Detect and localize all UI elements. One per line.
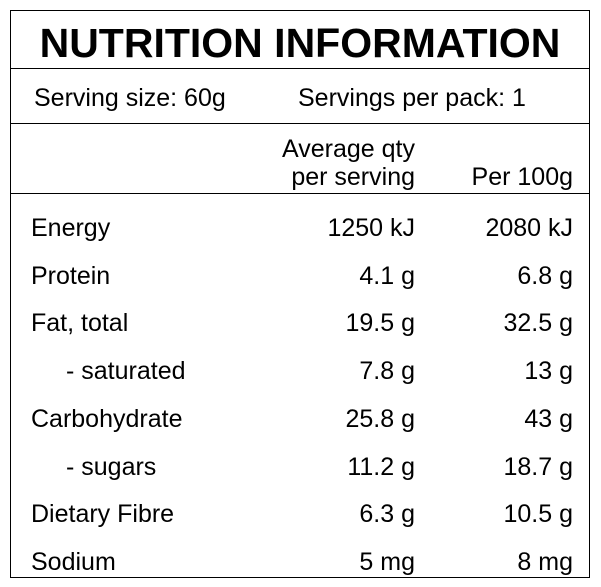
per-100g-value: 13 g xyxy=(524,357,573,386)
divider xyxy=(10,123,590,124)
per-100g-value: 32.5 g xyxy=(503,309,573,338)
nutrient-row: Carbohydrate 25.8 g 43 g xyxy=(0,401,601,437)
nutrient-row: Fat, total 19.5 g 32.5 g xyxy=(0,305,601,341)
divider xyxy=(10,193,590,194)
column-header-per-serving: Average qty per serving xyxy=(282,135,415,191)
per-serving-value: 19.5 g xyxy=(345,309,415,338)
per-serving-value: 1250 kJ xyxy=(327,214,415,242)
nutrient-label: Fat, total xyxy=(31,309,129,338)
per-serving-value: 7.8 g xyxy=(359,357,415,386)
nutrient-label: Energy xyxy=(31,214,111,242)
nutrient-label: Protein xyxy=(31,261,111,290)
per-100g-value: 43 g xyxy=(524,404,573,433)
nutrient-row: - sugars 11.2 g 18.7 g xyxy=(0,449,601,485)
per-100g-value: 8 mg xyxy=(517,547,573,576)
column-header-per-100g: Per 100g xyxy=(471,163,573,191)
per-100g-value: 2080 kJ xyxy=(485,214,573,242)
serving-size: Serving size: 60g xyxy=(34,84,226,112)
per-100g-value: 6.8 g xyxy=(517,261,573,290)
per-serving-value: 4.1 g xyxy=(359,261,415,290)
nutrient-label: Sodium xyxy=(31,547,116,576)
column-header-line: Average qty xyxy=(282,135,415,163)
nutrient-label: - saturated xyxy=(66,357,186,386)
servings-per-pack: Servings per pack: 1 xyxy=(298,84,526,112)
nutrition-panel xyxy=(10,10,590,578)
nutrient-row: - saturated 7.8 g 13 g xyxy=(0,353,601,389)
per-serving-value: 6.3 g xyxy=(359,500,415,529)
per-100g-value: 18.7 g xyxy=(503,452,573,481)
nutrient-label: - sugars xyxy=(66,452,157,481)
per-serving-value: 25.8 g xyxy=(345,404,415,433)
divider xyxy=(10,68,590,69)
per-serving-value: 5 mg xyxy=(359,547,415,576)
panel-title: NUTRITION INFORMATION xyxy=(39,20,561,66)
nutrient-label: Dietary Fibre xyxy=(31,500,175,529)
nutrient-row: Sodium 5 mg 8 mg xyxy=(0,544,601,580)
column-header-line: per serving xyxy=(291,163,415,191)
per-serving-value: 11.2 g xyxy=(347,452,415,481)
per-100g-value: 10.5 g xyxy=(503,500,573,529)
nutrient-row: Protein 4.1 g 6.8 g xyxy=(0,258,601,294)
nutrient-row: Energy 1250 kJ 2080 kJ xyxy=(0,210,601,246)
nutrient-row: Dietary Fibre 6.3 g 10.5 g xyxy=(0,496,601,532)
nutrient-label: Carbohydrate xyxy=(31,404,183,433)
